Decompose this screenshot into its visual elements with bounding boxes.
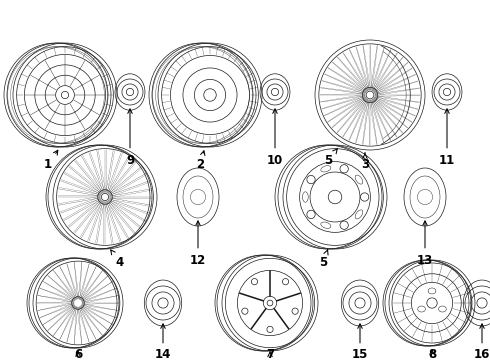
Text: 14: 14 bbox=[155, 324, 171, 360]
Text: 3: 3 bbox=[361, 153, 369, 171]
Text: 5: 5 bbox=[324, 149, 337, 166]
Text: 2: 2 bbox=[196, 151, 205, 171]
Text: 11: 11 bbox=[439, 109, 455, 166]
Text: 10: 10 bbox=[267, 109, 283, 166]
Text: 9: 9 bbox=[126, 109, 134, 166]
Text: 6: 6 bbox=[74, 348, 82, 360]
Text: 1: 1 bbox=[44, 150, 58, 171]
Text: 15: 15 bbox=[352, 324, 368, 360]
Text: 7: 7 bbox=[266, 348, 274, 360]
Text: 5: 5 bbox=[319, 250, 328, 269]
Text: 16: 16 bbox=[474, 324, 490, 360]
Text: 13: 13 bbox=[417, 221, 433, 266]
Text: 12: 12 bbox=[190, 221, 206, 266]
Text: 4: 4 bbox=[111, 250, 124, 269]
Text: 8: 8 bbox=[428, 348, 436, 360]
